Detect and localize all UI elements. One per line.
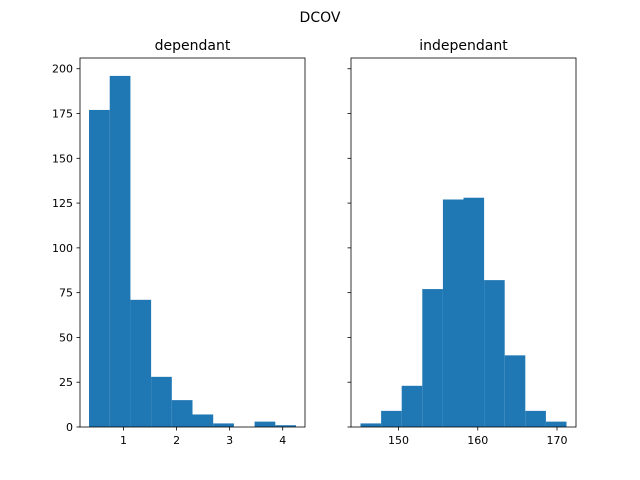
histogram-bar bbox=[275, 425, 296, 427]
y-tick-label: 150 bbox=[52, 152, 73, 165]
histogram-bar bbox=[525, 410, 546, 427]
histogram-bar bbox=[151, 376, 172, 427]
subplot-title: dependant bbox=[155, 38, 231, 54]
histogram-bar bbox=[401, 385, 423, 427]
histogram-bar bbox=[381, 410, 402, 427]
histogram-bar bbox=[254, 421, 276, 427]
x-tick-label: 4 bbox=[279, 434, 286, 447]
y-tick-label: 175 bbox=[52, 108, 73, 121]
histogram-bar bbox=[171, 400, 193, 427]
x-tick-label: 1 bbox=[120, 434, 127, 447]
axes-frame bbox=[79, 57, 306, 428]
x-tick-label: 2 bbox=[173, 434, 180, 447]
histogram-bar bbox=[442, 199, 464, 427]
figure-suptitle: DCOV bbox=[300, 10, 341, 26]
y-tick-label: 0 bbox=[66, 421, 73, 434]
histogram-bar bbox=[484, 280, 505, 427]
subplot-independant: independant 150 160 170 bbox=[347, 38, 577, 447]
y-tick-label: 125 bbox=[52, 197, 73, 210]
histogram-bar bbox=[504, 355, 526, 427]
y-tick-label: 25 bbox=[59, 376, 73, 389]
histogram-bar bbox=[109, 75, 131, 427]
y-tick-label: 50 bbox=[59, 331, 73, 344]
histogram-bar bbox=[545, 421, 567, 427]
histogram-bar bbox=[463, 197, 485, 427]
histogram-bar bbox=[422, 289, 443, 427]
axes-frame bbox=[350, 57, 577, 428]
histogram-bar bbox=[213, 423, 234, 427]
histogram-bar bbox=[89, 109, 110, 427]
x-tick-label: 170 bbox=[546, 434, 567, 447]
y-tick-label: 100 bbox=[52, 242, 73, 255]
histogram-bar bbox=[360, 423, 382, 427]
x-tick-label: 160 bbox=[467, 434, 488, 447]
y-tick-label: 75 bbox=[59, 287, 73, 300]
x-tick-label: 3 bbox=[226, 434, 233, 447]
histogram-bar bbox=[192, 414, 214, 427]
x-tick-label: 150 bbox=[388, 434, 409, 447]
y-tick-label: 200 bbox=[52, 63, 73, 76]
subplot-title: independant bbox=[419, 38, 508, 54]
subplot-dependant: dependant 1 2 3 4 0 25 50 75 100 125 150 175 200 bbox=[52, 38, 306, 447]
histogram-bar bbox=[130, 299, 152, 427]
